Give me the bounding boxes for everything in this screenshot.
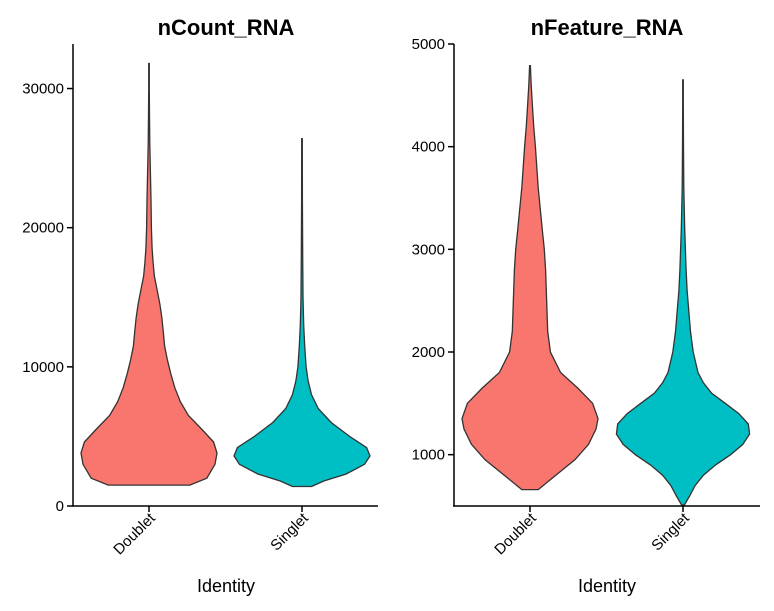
- x-tick-label-singlet: Singlet: [267, 509, 312, 554]
- violin-group: [80, 62, 371, 488]
- y-tick-label: 2000: [412, 344, 445, 361]
- panel-title: nFeature_RNA: [531, 15, 684, 40]
- y-axis-ticks: 0 10000 20000 30000: [22, 81, 73, 515]
- y-tick-label: 1000: [412, 447, 445, 464]
- x-axis-label: Identity: [197, 576, 255, 596]
- y-tick-label: 3000: [412, 241, 445, 258]
- x-axis-ticks: Doublet Singlet: [491, 506, 693, 558]
- panel-ncount-rna: nCount_RNA 0 10000 20000 30000 Doublet Sing…: [22, 15, 378, 596]
- x-tick-label-doublet: Doublet: [110, 509, 159, 558]
- violin-doublet: [80, 62, 218, 486]
- panel-title: nCount_RNA: [158, 15, 295, 40]
- violin-singlet: [233, 137, 371, 488]
- x-axis-ticks: Doublet Singlet: [110, 506, 312, 558]
- y-tick-label: 10000: [22, 359, 64, 376]
- violin-singlet: [615, 79, 751, 506]
- panel-nfeature-rna: nFeature_RNA 1000 2000 3000 4000 5000 Double…: [412, 15, 760, 596]
- violin-doublet: [461, 64, 599, 491]
- x-axis-label: Identity: [578, 576, 636, 596]
- x-tick-label-singlet: Singlet: [648, 509, 693, 554]
- x-tick-label-doublet: Doublet: [491, 509, 540, 558]
- y-tick-label: 30000: [22, 81, 64, 98]
- y-tick-label: 5000: [412, 36, 445, 53]
- y-axis-ticks: 1000 2000 3000 4000 5000: [412, 36, 454, 464]
- violin-group: [461, 64, 751, 506]
- y-tick-label: 0: [56, 498, 64, 515]
- y-tick-label: 20000: [22, 220, 64, 237]
- y-tick-label: 4000: [412, 139, 445, 156]
